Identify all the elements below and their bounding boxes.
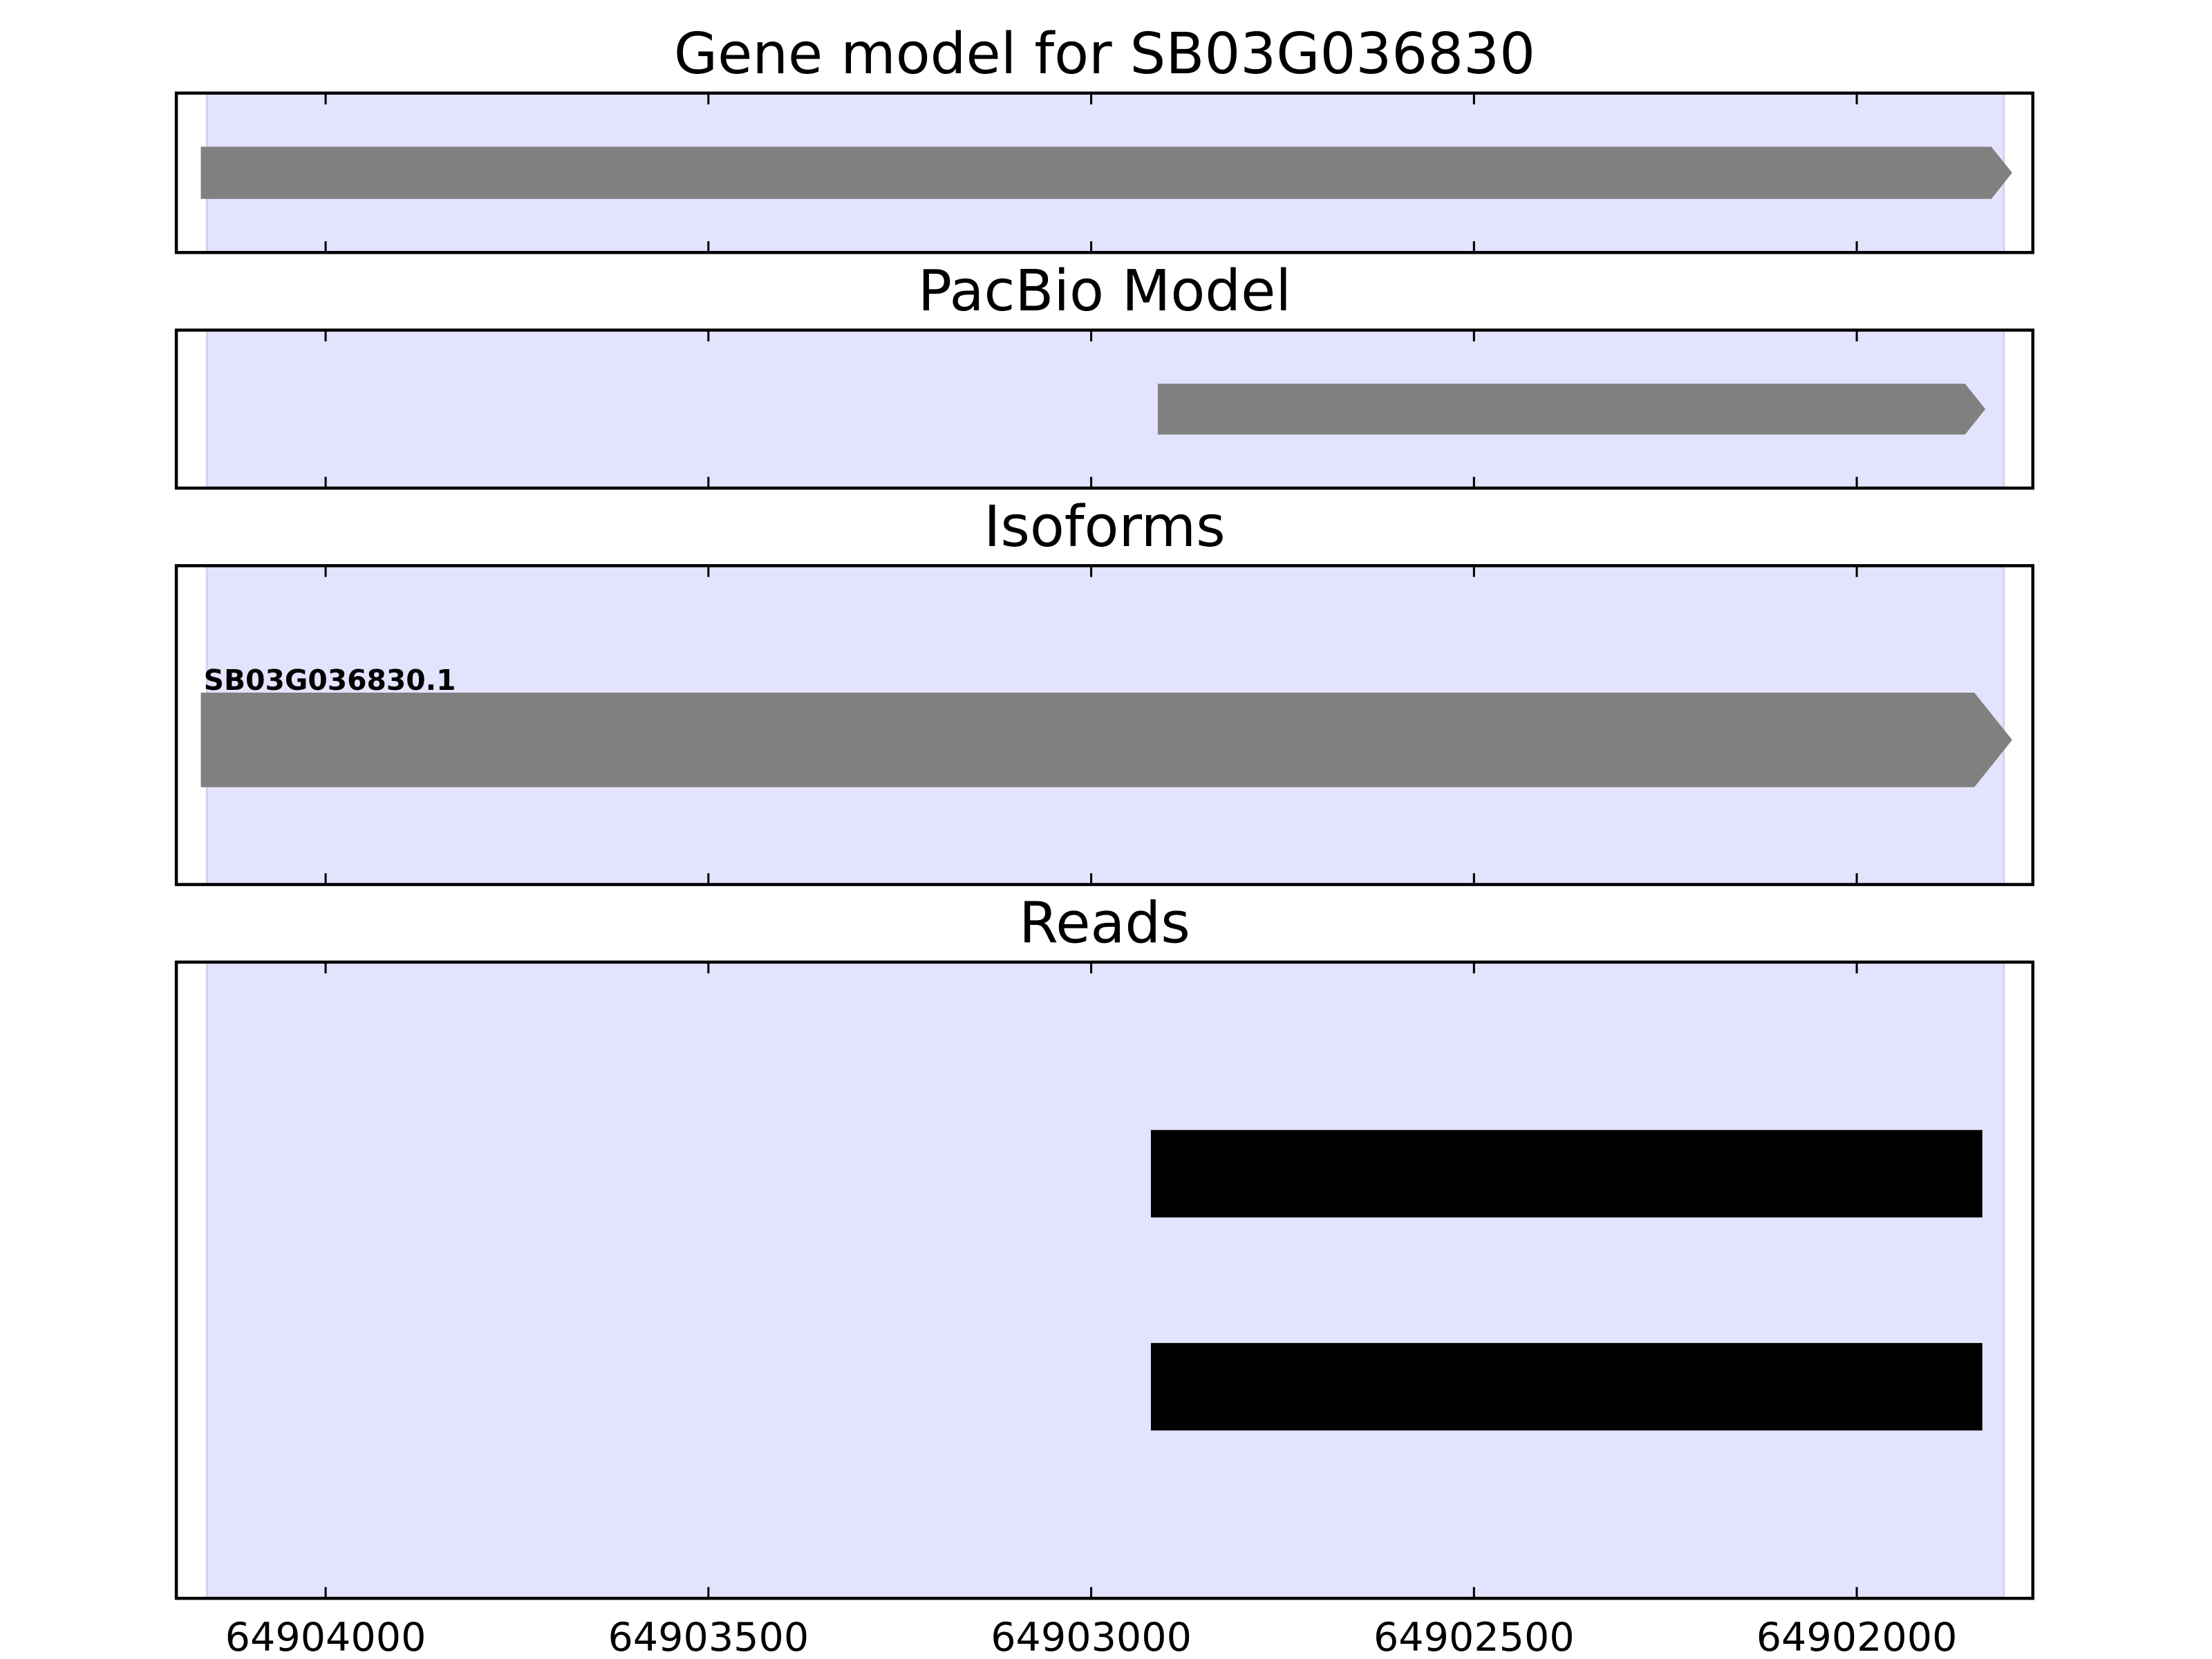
x-tick-label: 64903000 <box>991 1615 1192 1659</box>
x-tick-label: 64902000 <box>1756 1615 1958 1659</box>
panel-title: PacBio Model <box>918 259 1291 324</box>
panel-frame <box>174 328 2035 490</box>
x-tick-label: 64902500 <box>1374 1615 1575 1659</box>
read-bar <box>1150 1342 1983 1431</box>
feature-arrow <box>1157 384 1986 435</box>
panel-frame <box>174 960 2035 1600</box>
read-bar <box>1150 1130 1983 1218</box>
panel-title: Reads <box>1019 890 1190 956</box>
panel-title: Isoforms <box>984 494 1225 560</box>
isoform-label: SB03G036830.1 <box>204 664 456 697</box>
highlight-region <box>205 961 2005 1600</box>
x-tick-label: 64904000 <box>225 1615 427 1659</box>
panel-title: Gene model for SB03G036830 <box>674 21 1535 87</box>
panel-frame <box>174 564 2035 886</box>
feature-arrow <box>200 147 2012 199</box>
panel-frame <box>174 91 2035 254</box>
feature-arrow <box>200 693 2012 787</box>
x-tick-label: 64903500 <box>608 1615 809 1659</box>
